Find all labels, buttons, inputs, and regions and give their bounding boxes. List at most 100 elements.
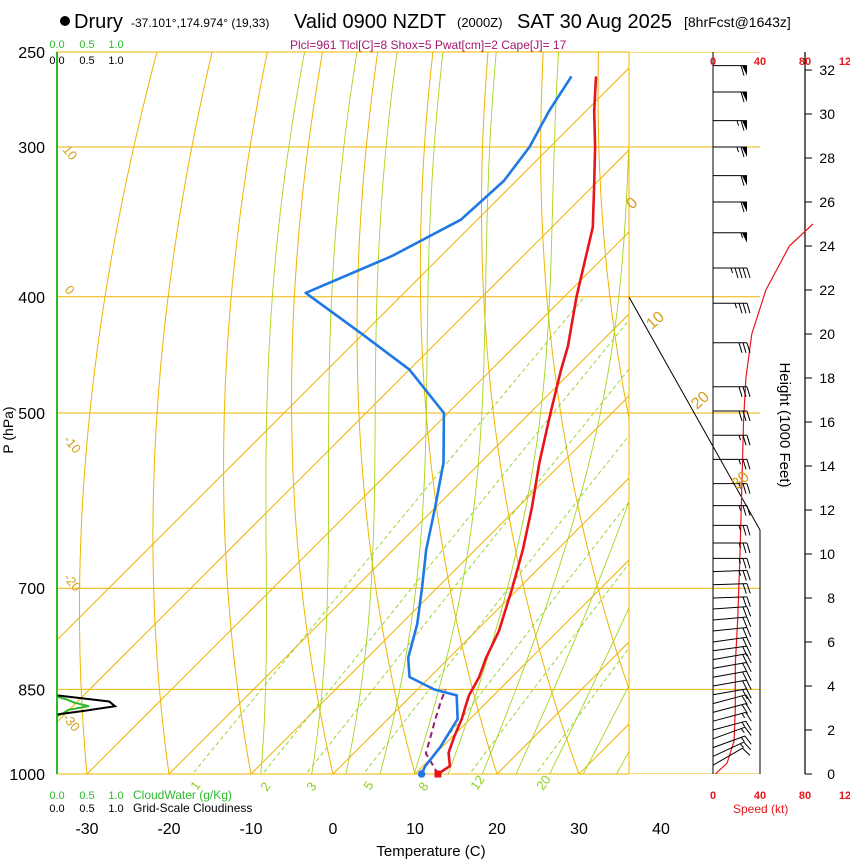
wind-barb-shaft	[712, 720, 746, 731]
wind-barb-full	[740, 201, 745, 213]
wind-barb-shaft	[712, 606, 747, 610]
height-tick-label: 22	[819, 282, 835, 298]
moist-adiabat	[549, 606, 629, 774]
height-tick-label: 20	[819, 326, 835, 342]
wind-barb-full	[742, 617, 748, 628]
isotherm-line	[86, 231, 629, 774]
wind-barb-flag	[742, 202, 747, 212]
location-coords: -37.101°,174.974° (19,33)	[131, 16, 269, 30]
wind-barb-full	[742, 637, 748, 648]
cloudiness-tick-top: 0.5	[79, 55, 94, 67]
height-tick-label: 4	[827, 678, 835, 694]
wind-barb-full	[743, 741, 752, 751]
wind-barb-full	[746, 342, 751, 353]
wind-barb-full	[742, 303, 747, 314]
wind-barb-full	[746, 679, 752, 690]
wind-barb-full	[745, 720, 752, 731]
wind-barb-full	[744, 735, 752, 745]
wind-barb	[713, 91, 747, 103]
pressure-tick-label: 250	[18, 45, 45, 62]
wind-barb	[712, 720, 752, 731]
wind-barb-shaft	[712, 583, 747, 586]
dewpoint-profile	[304, 75, 573, 774]
cloudiness-tick-bottom: 0.0	[49, 803, 64, 815]
speed-tick-top: 80	[799, 56, 811, 68]
wind-barb-half	[740, 728, 745, 734]
speed-tick-bottom: 0	[710, 790, 716, 802]
wind-barb-full	[746, 435, 751, 446]
wind-barb	[712, 653, 752, 664]
dry-adiabat	[152, 52, 213, 774]
wind-barb-full	[741, 695, 748, 705]
cloudwater-tick-top: 0.0	[49, 39, 64, 51]
wind-barb-shaft	[712, 711, 746, 722]
height-tick-label: 24	[819, 238, 835, 254]
pressure-tick-label: 400	[18, 290, 45, 307]
wind-barb	[712, 662, 752, 673]
wind-barb-full	[746, 596, 751, 607]
dry-adiabat	[290, 52, 334, 774]
wind-barb-half	[738, 505, 741, 511]
dry-adiabat	[597, 52, 629, 421]
wind-barb-full	[746, 558, 751, 569]
wind-barb-full	[742, 542, 747, 554]
cloudwater-tick-bottom: 1.0	[108, 790, 123, 802]
wind-barb	[713, 302, 751, 314]
temperature-tick-label: -10	[239, 821, 262, 838]
wind-barb-shaft	[712, 662, 747, 669]
wind-barb	[713, 542, 751, 554]
wind-barb	[712, 626, 752, 638]
wind-barb-full	[742, 680, 748, 691]
wind-barb	[712, 606, 752, 617]
location-dot	[60, 16, 70, 26]
wind-barb-half	[738, 459, 741, 465]
wind-barb-half	[738, 558, 741, 564]
wind-barb	[713, 201, 747, 213]
mixing-ratio-line	[468, 562, 629, 774]
wind-barb-full	[742, 505, 747, 516]
mixing-ratio-label: 8	[415, 779, 431, 794]
pressure-tick-label: 850	[18, 682, 45, 699]
wind-barb-full	[746, 653, 752, 664]
moist-adiabat	[413, 52, 497, 774]
wind-barb-full	[742, 747, 751, 756]
pressure-tick-label: 1000	[9, 767, 45, 784]
wind-barb-shaft	[712, 703, 746, 713]
mixing-ratio-line	[362, 434, 629, 774]
wind-barb-shaft	[712, 688, 747, 696]
wind-barb	[713, 65, 747, 76]
isotherm-label: -10	[61, 432, 85, 456]
height-tick-label: 18	[819, 370, 835, 386]
wind-barb-full	[746, 505, 751, 516]
wind-barb-full	[740, 175, 745, 186]
wind-barb-full	[746, 616, 752, 627]
wind-barb-full	[745, 694, 752, 704]
speed-tick-top: 0	[710, 56, 716, 68]
wind-barb-full	[742, 671, 748, 682]
location-name: Drury	[74, 11, 123, 33]
dry-adiabat	[419, 52, 498, 774]
wind-barb-half	[740, 737, 745, 742]
wind-barb	[712, 670, 752, 682]
isotherm-label: -20	[61, 570, 85, 594]
temperature-tick-label: 20	[488, 821, 506, 838]
height-tick-label: 2	[827, 722, 835, 738]
moist-adiabat	[379, 52, 444, 774]
wind-barb	[712, 636, 752, 648]
wind-barb-full	[746, 671, 752, 681]
moist-adiabat	[582, 684, 629, 774]
wind-barb	[713, 458, 751, 470]
wind-barb-half	[738, 525, 741, 531]
wind-barb-full	[744, 726, 752, 736]
wind-barb	[712, 747, 751, 766]
height-panel-boundary	[628, 296, 761, 774]
wind-barb	[713, 146, 747, 158]
wind-barb-full	[746, 410, 751, 422]
wind-barb	[712, 694, 752, 705]
parcel-profile	[424, 689, 447, 774]
wind-barb	[713, 524, 751, 536]
moist-adiabat	[311, 52, 358, 774]
wind-barb-full	[742, 627, 748, 638]
cloudiness-tick-bottom: 1.0	[108, 803, 123, 815]
